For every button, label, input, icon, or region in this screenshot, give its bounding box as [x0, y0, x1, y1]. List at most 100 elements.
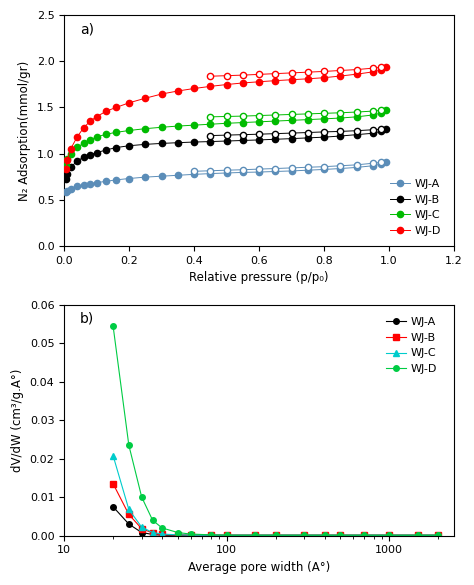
WJ-D — [87, 118, 93, 125]
WJ-B — [208, 532, 214, 539]
WJ-D — [188, 531, 193, 538]
WJ-D — [74, 133, 80, 140]
WJ-A — [370, 162, 375, 169]
WJ-B — [81, 154, 86, 161]
WJ-D — [191, 85, 197, 92]
WJ-B — [224, 137, 229, 144]
WJ-A — [159, 532, 165, 539]
WJ-C — [321, 115, 327, 122]
WJ-A — [175, 172, 181, 179]
WJ-B — [354, 131, 359, 138]
WJ-A — [253, 532, 258, 539]
Text: a): a) — [80, 22, 94, 36]
WJ-D — [208, 83, 213, 90]
WJ-C — [337, 115, 343, 122]
WJ-A — [289, 167, 294, 174]
WJ-C — [74, 143, 80, 150]
WJ-C — [208, 121, 213, 128]
Legend: WJ-A, WJ-B, WJ-C, WJ-D: WJ-A, WJ-B, WJ-C, WJ-D — [390, 179, 441, 236]
WJ-C — [289, 117, 294, 124]
WJ-C — [159, 124, 164, 131]
WJ-C — [386, 532, 392, 539]
WJ-D — [301, 532, 307, 539]
WJ-D — [361, 532, 367, 539]
WJ-C — [383, 107, 389, 114]
WJ-D — [159, 524, 165, 531]
WJ-B — [159, 140, 164, 147]
Line: WJ-B: WJ-B — [110, 481, 441, 538]
WJ-C — [64, 156, 70, 163]
WJ-A — [64, 187, 70, 194]
WJ-C — [415, 532, 421, 539]
WJ-D — [103, 108, 109, 115]
Text: b): b) — [80, 312, 94, 326]
WJ-C — [354, 113, 359, 121]
WJ-B — [87, 151, 93, 158]
WJ-C — [110, 452, 116, 459]
WJ-D — [273, 532, 279, 539]
WJ-B — [224, 532, 229, 539]
WJ-C — [94, 133, 100, 140]
WJ-C — [436, 532, 441, 539]
WJ-B — [361, 532, 367, 539]
WJ-B — [103, 146, 109, 153]
WJ-C — [256, 118, 262, 125]
WJ-A — [436, 532, 441, 539]
Legend: WJ-A, WJ-B, WJ-C, WJ-D: WJ-A, WJ-B, WJ-C, WJ-D — [386, 317, 437, 374]
WJ-D — [63, 166, 69, 173]
WJ-A — [74, 183, 80, 190]
WJ-D — [370, 68, 375, 75]
WJ-B — [64, 170, 70, 177]
WJ-B — [253, 532, 258, 539]
WJ-A — [126, 175, 132, 182]
WJ-C — [159, 531, 165, 538]
WJ-D — [68, 146, 73, 153]
WJ-C — [175, 531, 181, 538]
Line: WJ-C: WJ-C — [110, 453, 441, 538]
WJ-D — [126, 442, 132, 449]
WJ-C — [68, 150, 73, 157]
WJ-C — [370, 112, 375, 119]
WJ-D — [253, 532, 258, 539]
WJ-B — [415, 532, 421, 539]
WJ-B — [113, 144, 119, 151]
WJ-D — [378, 67, 384, 74]
WJ-B — [159, 531, 165, 538]
WJ-D — [273, 77, 278, 84]
X-axis label: Relative pressure (p/p₀): Relative pressure (p/p₀) — [189, 271, 329, 284]
WJ-A — [87, 180, 93, 187]
WJ-B — [370, 130, 375, 137]
WJ-A — [126, 521, 132, 528]
WJ-D — [94, 113, 100, 120]
WJ-D — [126, 99, 132, 106]
Line: WJ-D: WJ-D — [110, 323, 441, 538]
WJ-D — [224, 81, 229, 88]
WJ-B — [383, 126, 389, 133]
WJ-D — [386, 532, 392, 539]
WJ-B — [126, 511, 132, 518]
WJ-A — [273, 168, 278, 175]
WJ-A — [273, 532, 279, 539]
Y-axis label: N₂ Adsorption(mmol/gr): N₂ Adsorption(mmol/gr) — [18, 60, 31, 201]
WJ-A — [354, 164, 359, 171]
WJ-B — [63, 176, 69, 183]
WJ-A — [94, 179, 100, 186]
WJ-A — [175, 532, 181, 539]
WJ-D — [305, 75, 310, 82]
WJ-B — [143, 141, 148, 148]
WJ-C — [126, 506, 132, 513]
X-axis label: Average pore width (A°): Average pore width (A°) — [188, 561, 330, 574]
WJ-C — [63, 161, 69, 168]
Line: WJ-C: WJ-C — [63, 107, 389, 168]
WJ-C — [87, 136, 93, 143]
WJ-A — [383, 159, 389, 166]
WJ-C — [150, 529, 155, 536]
WJ-C — [273, 118, 278, 125]
WJ-A — [322, 532, 328, 539]
WJ-B — [301, 532, 307, 539]
WJ-B — [386, 532, 392, 539]
WJ-D — [415, 532, 421, 539]
WJ-A — [337, 532, 343, 539]
WJ-A — [113, 176, 119, 183]
Line: WJ-B: WJ-B — [63, 126, 389, 183]
